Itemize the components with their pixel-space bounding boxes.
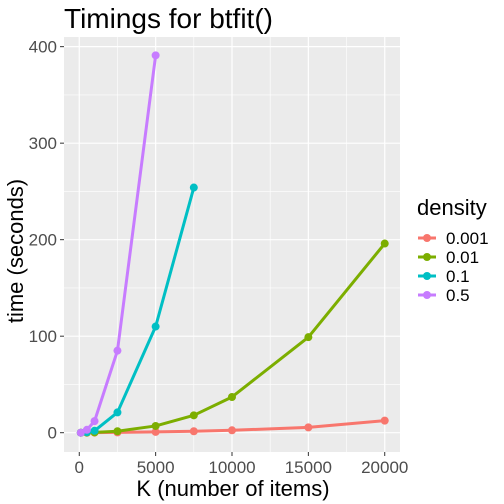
x-tick-label: 10000 bbox=[208, 458, 255, 477]
y-tick-label: 300 bbox=[29, 134, 57, 153]
data-point bbox=[151, 51, 160, 60]
x-tick-label: 5000 bbox=[137, 458, 175, 477]
y-tick-label: 200 bbox=[29, 231, 57, 250]
legend-title: density bbox=[417, 195, 487, 220]
x-axis-title: K (number of items) bbox=[136, 476, 329, 501]
series-0.5 bbox=[76, 51, 160, 437]
x-tick-label: 15000 bbox=[285, 458, 332, 477]
chart-title: Timings for btfit() bbox=[64, 3, 273, 34]
x-tick-label: 0 bbox=[75, 458, 84, 477]
legend-label: 0.5 bbox=[446, 286, 470, 305]
data-point bbox=[189, 411, 198, 420]
plot-panel bbox=[64, 37, 400, 452]
data-point bbox=[151, 421, 160, 430]
data-point bbox=[189, 183, 198, 192]
data-point bbox=[189, 427, 198, 436]
data-point bbox=[82, 425, 91, 434]
legend-label: 0.1 bbox=[446, 267, 470, 286]
y-tick-label: 0 bbox=[48, 424, 57, 443]
x-tick-label: 20000 bbox=[361, 458, 408, 477]
legend-key-point bbox=[423, 253, 431, 261]
data-point bbox=[380, 239, 389, 248]
y-axis-title: time (seconds) bbox=[3, 179, 28, 323]
data-point bbox=[113, 427, 122, 436]
data-point bbox=[76, 428, 85, 437]
y-axis: 0 100 200 300 400 bbox=[29, 38, 64, 443]
legend-label: 0.001 bbox=[446, 229, 489, 248]
legend-label: 0.01 bbox=[446, 248, 479, 267]
legend-item: 0.5 bbox=[418, 286, 470, 305]
legend-key-point bbox=[423, 234, 431, 242]
data-point bbox=[228, 392, 236, 401]
data-point bbox=[304, 423, 313, 432]
y-tick-label: 400 bbox=[29, 38, 57, 57]
data-point bbox=[113, 346, 122, 355]
legend-item: 0.01 bbox=[418, 248, 479, 267]
legend-key-point bbox=[423, 291, 431, 299]
series-layer bbox=[76, 51, 389, 437]
data-point bbox=[228, 426, 236, 435]
data-point bbox=[151, 427, 160, 436]
data-point bbox=[380, 416, 389, 425]
data-point bbox=[113, 408, 122, 417]
data-point bbox=[90, 417, 99, 426]
y-tick-label: 100 bbox=[29, 327, 57, 346]
legend-key-point bbox=[423, 272, 431, 280]
data-point bbox=[151, 322, 160, 331]
legend-item: 0.001 bbox=[418, 229, 489, 248]
data-point bbox=[90, 426, 99, 435]
legend-item: 0.1 bbox=[418, 267, 470, 286]
x-axis: 0 5000 10000 15000 20000 bbox=[75, 452, 408, 477]
data-point bbox=[304, 333, 313, 342]
